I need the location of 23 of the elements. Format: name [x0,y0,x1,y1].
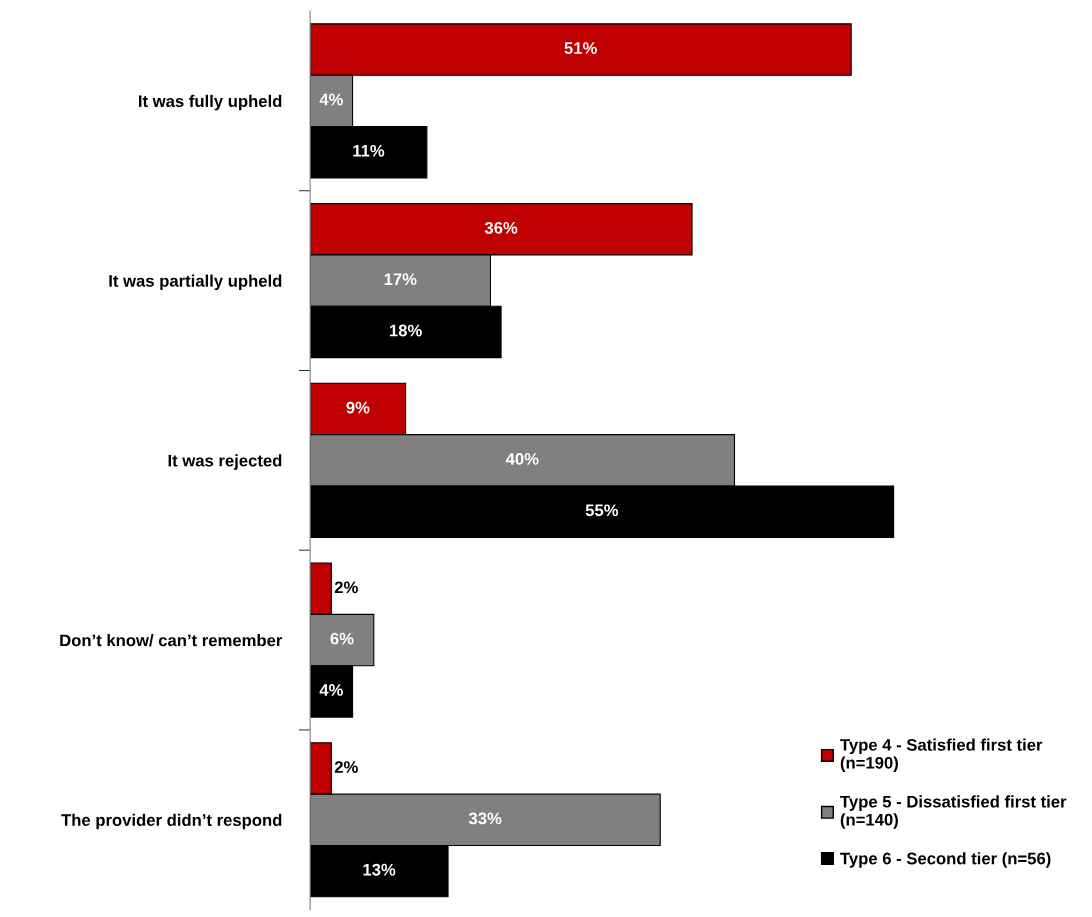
data-label: 13% [363,863,396,876]
data-label: 18% [389,324,422,337]
data-label: 33% [468,812,502,825]
data-label: 36% [484,221,518,234]
data-label: 51% [564,42,597,54]
y-tick-label: The provider didn’t respond [61,813,282,830]
y-tick-label: It was partially upheld [109,274,282,291]
y-tick-label: Don’t know/ can’t remember [60,634,283,647]
data-label: 6% [330,632,354,645]
data-label: 2% [334,581,358,594]
legend-label: Type 4 - Satisfied first tier (n=190) [840,738,1043,773]
data-label: 4% [319,684,343,696]
data-label: 4% [319,93,343,106]
y-tick-label: It was rejected [168,454,282,470]
data-label: 2% [334,761,358,773]
legend-label: Type 5 - Dissatisfied first tier (n=140) [840,795,1067,829]
legend-label: Type 6 - Second tier (n=56) [840,852,1051,868]
data-label: 11% [353,144,385,157]
data-label: 17% [384,273,417,286]
data-label: 9% [346,401,370,414]
data-label: 40% [505,453,539,465]
y-tick-label: It was fully upheld [139,94,282,111]
data-label: 55% [585,504,619,517]
